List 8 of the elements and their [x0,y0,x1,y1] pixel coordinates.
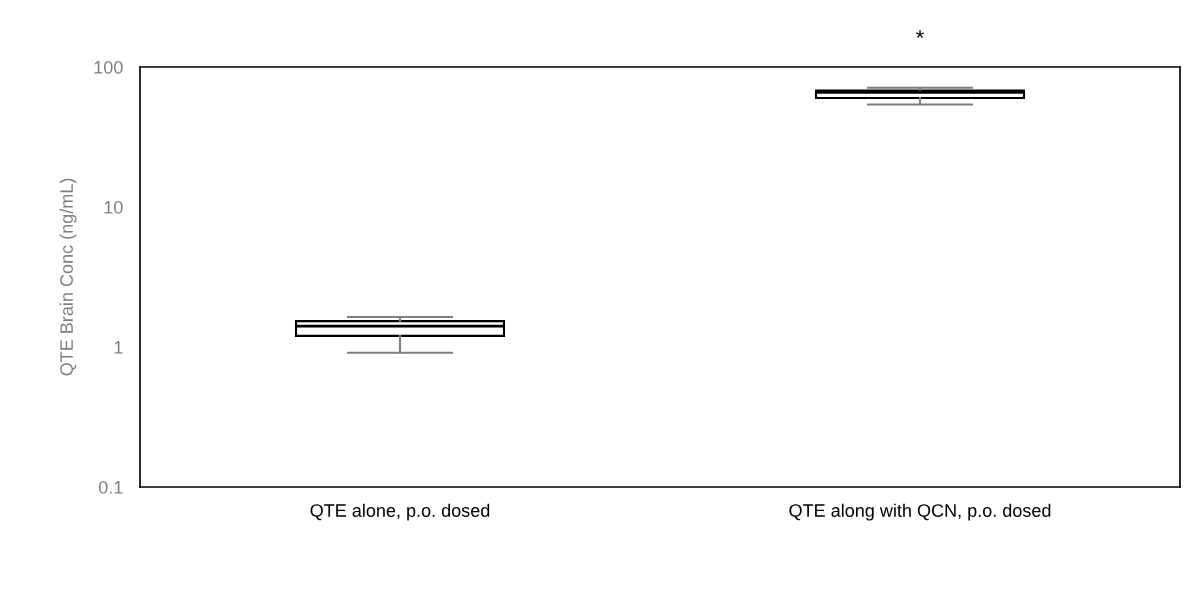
y-axis-title: QTE Brain Conc (ng/mL) [59,178,77,376]
x-tick-label: QTE along with QCN, p.o. dosed [789,503,1051,521]
x-tick-label: QTE alone, p.o. dosed [310,503,490,521]
text: * [916,30,924,39]
y-tick-label: 1 [114,341,123,354]
y-tick-label: 0.1 [98,480,123,494]
y-tick-label: 10 [104,200,123,214]
y-tick-label: 100 [94,60,123,74]
